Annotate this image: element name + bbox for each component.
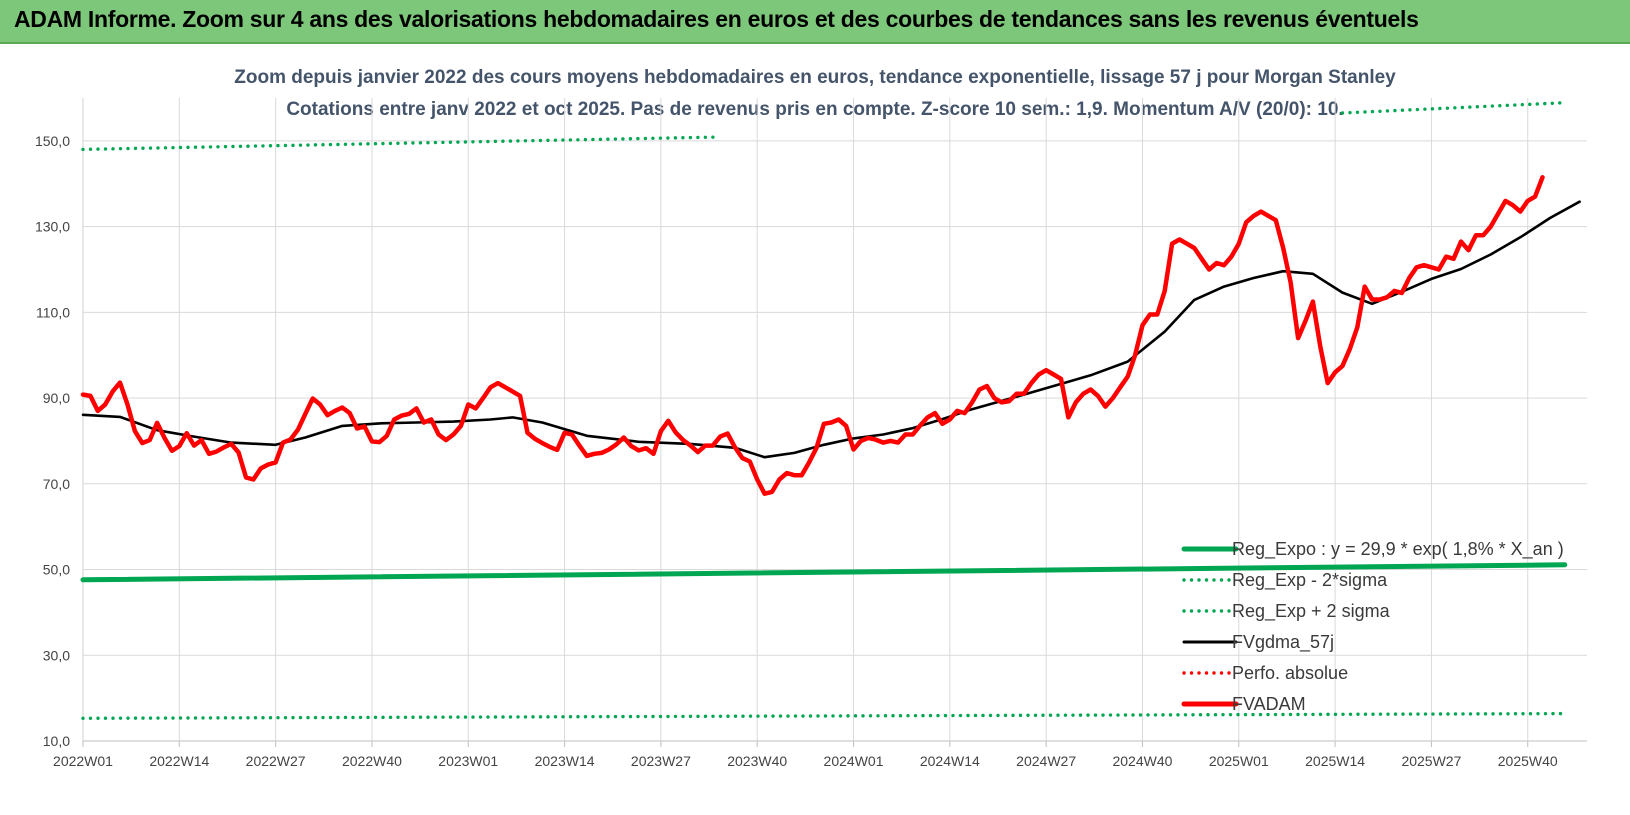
x-tick-label: 2024W14 — [920, 753, 980, 769]
series-line-0 — [80, 562, 1568, 583]
x-tick-label: 2025W01 — [1209, 753, 1269, 769]
legend-label: Reg_Expo : y = 29,9 * exp( 1,8% * X_an ) — [1232, 539, 1564, 560]
y-tick-label: 150,0 — [35, 133, 70, 149]
series-line-5 — [80, 175, 1545, 496]
y-tick-label: 110,0 — [36, 304, 70, 320]
x-tick-label: 2025W27 — [1401, 753, 1461, 769]
y-tick-label: 50,0 — [43, 562, 70, 578]
legend-label: FVADAM — [1232, 694, 1306, 714]
x-tick-label: 2023W14 — [535, 753, 595, 769]
x-tick-label: 2022W27 — [246, 753, 306, 769]
x-tick-label: 2022W14 — [149, 753, 209, 769]
chart-subtitle: Cotations entre janv 2022 et oct 2025. P… — [286, 99, 1344, 120]
y-tick-label: 90,0 — [43, 390, 70, 406]
x-tick-label: 2023W40 — [727, 753, 787, 769]
x-tick-label: 2024W40 — [1112, 753, 1172, 769]
x-tick-label: 2023W01 — [438, 753, 498, 769]
legend-label: Reg_Exp - 2*sigma — [1232, 570, 1388, 591]
x-tick-label: 2024W01 — [824, 753, 884, 769]
series-lines — [80, 101, 1581, 720]
x-tick-label: 2025W40 — [1498, 753, 1558, 769]
x-tick-label: 2025W14 — [1305, 753, 1365, 769]
y-axis-labels: 10,0 30,0 50,0 70,0 90,0 110,0 130,0 150,0 — [35, 133, 70, 749]
x-tick-label: 2024W27 — [1016, 753, 1076, 769]
legend-label: FVgdma_57j — [1232, 632, 1334, 653]
y-tick-label: 130,0 — [35, 219, 70, 235]
report-title: ADAM Informe. Zoom sur 4 ans des valoris… — [14, 6, 1419, 32]
series-line-2 — [81, 101, 1567, 152]
series-line-1 — [81, 711, 1567, 720]
y-tick-label: 10,0 — [43, 733, 70, 749]
x-axis-labels: 2022W01 2022W14 2022W27 2022W40 2023W01 2023W… — [53, 753, 1558, 769]
legend-label: Perfo. absolue — [1232, 663, 1348, 683]
y-tick-label: 70,0 — [43, 476, 70, 492]
x-tick-label: 2022W40 — [342, 753, 402, 769]
legend-label: Reg_Exp + 2 sigma — [1232, 601, 1391, 622]
y-tick-label: 30,0 — [43, 647, 70, 663]
chart-title: Zoom depuis janvier 2022 des cours moyen… — [234, 67, 1396, 88]
chart-legend: Reg_Expo : y = 29,9 * exp( 1,8% * X_an )… — [1181, 539, 1564, 714]
x-tick-label: 2022W01 — [53, 753, 113, 769]
header-bar: ADAM Informe. Zoom sur 4 ans des valoris… — [0, 0, 1630, 44]
x-tick-label: 2023W27 — [631, 753, 691, 769]
